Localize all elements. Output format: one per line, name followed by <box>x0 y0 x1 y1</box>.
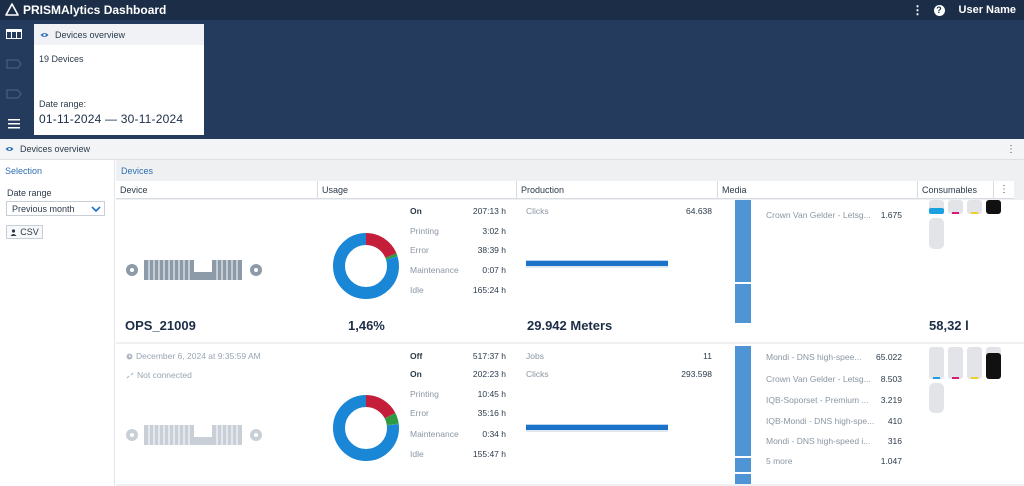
printer-icon <box>126 260 262 280</box>
printer-icon <box>126 425 262 445</box>
consumables-total: 58,32 l <box>929 318 969 333</box>
date-range-value: 01-11-2024 — 30-11-2024 <box>39 112 184 126</box>
column-header-consumables[interactable]: Consumables <box>918 181 994 199</box>
disconnected-icon <box>126 372 134 379</box>
production-progress-bar <box>526 260 668 268</box>
column-header-production[interactable]: Production <box>517 181 718 199</box>
columns-menu-icon[interactable]: ⋮ <box>994 181 1014 199</box>
tag-icon[interactable] <box>6 59 22 69</box>
prismalytics-logo-icon <box>5 3 19 16</box>
selection-title: Selection <box>5 166 43 176</box>
connection-status: Not connected <box>126 370 192 380</box>
dashboard-icon[interactable] <box>6 29 22 39</box>
app-title: PRISMAlytics Dashboard <box>23 3 167 17</box>
media-bar-segment <box>735 284 751 323</box>
hamburger-menu-icon[interactable] <box>6 119 22 129</box>
ink-levels-icon <box>929 347 1001 413</box>
usage-donut-chart <box>333 395 399 461</box>
devices-grid: Devices Device Usage Production Media Co… <box>116 160 1024 486</box>
production-total: 29.942 Meters <box>527 318 613 333</box>
help-icon[interactable]: ? <box>933 4 945 16</box>
device-row[interactable]: December 6, 2024 at 9:35:59 AM Not conne… <box>116 344 1024 484</box>
devices-overview-card[interactable]: Devices overview 19 Devices Date range: … <box>34 24 204 135</box>
section-header: Devices overview ⋮ <box>0 139 1024 160</box>
ink-levels-icon <box>929 200 1001 249</box>
tag-outline-icon[interactable] <box>6 89 22 99</box>
column-header-device[interactable]: Device <box>116 181 318 199</box>
date-range-label: Date range: <box>39 99 87 109</box>
clock-icon <box>126 353 133 360</box>
media-bar-segment <box>735 346 751 456</box>
last-seen: December 6, 2024 at 9:35:59 AM <box>126 351 261 361</box>
device-name[interactable]: OPS_21009 <box>125 318 196 333</box>
column-header-usage[interactable]: Usage <box>318 181 517 199</box>
date-range-selected: Previous month <box>12 203 75 214</box>
production-progress-bar <box>526 424 668 432</box>
media-bar-segment <box>735 474 751 484</box>
media-bar-segment <box>735 458 751 472</box>
donut-segment-idle <box>333 395 399 461</box>
date-range-select[interactable]: Previous month <box>6 201 105 216</box>
eye-icon <box>40 32 49 37</box>
user-menu[interactable]: User Name <box>958 4 1016 16</box>
person-icon <box>10 228 17 236</box>
date-range-label: Date range <box>7 188 52 198</box>
donut-segment-idle <box>333 233 399 299</box>
section-menu-icon[interactable]: ⋮ <box>1006 143 1016 155</box>
card-title: Devices overview <box>55 29 126 40</box>
media-bar-segment <box>735 200 751 282</box>
devices-title: Devices <box>121 166 154 176</box>
usage-percent: 1,46% <box>348 318 385 333</box>
more-menu-icon[interactable]: ⋮ <box>911 3 924 17</box>
csv-label: CSV <box>20 227 39 237</box>
section-title: Devices overview <box>20 144 91 154</box>
left-rail <box>0 20 28 139</box>
chevron-down-icon <box>91 206 101 213</box>
usage-donut-chart <box>333 233 399 299</box>
column-header-media[interactable]: Media <box>718 181 918 199</box>
device-count: 19 Devices <box>39 54 84 64</box>
eye-icon <box>5 147 14 151</box>
card-header: Devices overview <box>34 24 204 45</box>
selection-panel: Selection Date range Previous month CSV <box>0 160 115 486</box>
device-row[interactable]: OPS_21009 1,46% On 207:13 h Printing 3:02 … <box>116 200 1024 342</box>
app-header: PRISMAlytics Dashboard ⋮ ? User Name <box>0 0 1024 20</box>
csv-export-button[interactable]: CSV <box>6 225 43 239</box>
